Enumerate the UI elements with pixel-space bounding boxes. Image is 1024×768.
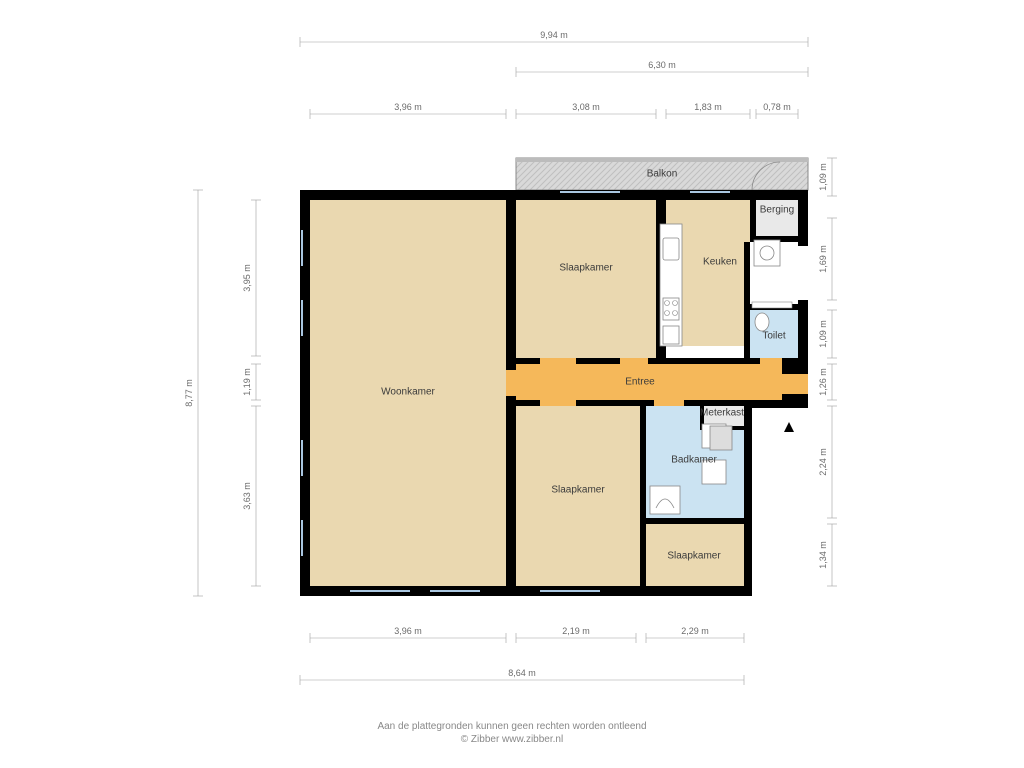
- footer-disclaimer: Aan de plattegronden kunnen geen rechten…: [0, 720, 1024, 733]
- label-meterkast: Meterkast: [700, 408, 744, 419]
- bath-shower: [650, 486, 680, 514]
- dim: 3,08 m: [572, 102, 600, 112]
- footer-copyright: © Zibber www.zibber.nl: [0, 733, 1024, 746]
- label-entree: Entree: [625, 377, 655, 388]
- dim: 0,78 m: [763, 102, 791, 112]
- dim: 2,19 m: [562, 626, 590, 636]
- label-slaap3: Slaapkamer: [667, 551, 721, 562]
- toilet-bowl: [755, 313, 769, 331]
- dim: 1,83 m: [694, 102, 722, 112]
- dim: 1,26 m: [818, 368, 828, 396]
- room-slaap1: [516, 200, 656, 358]
- dim: 1,69 m: [818, 245, 828, 273]
- label-toilet: Toilet: [762, 331, 786, 342]
- floorplan-svg: 9,94 m 6,30 m 3,96 m 3,08 m 1,83 m 0,78 m 3,96…: [0, 0, 1024, 768]
- keuken-appliance: [754, 240, 780, 266]
- label-woonkamer: Woonkamer: [381, 387, 435, 398]
- label-berging: Berging: [760, 205, 794, 216]
- dim: 8,77 m: [184, 379, 194, 407]
- dim: 1,09 m: [818, 320, 828, 348]
- label-keuken: Keuken: [703, 257, 737, 268]
- dim: 3,96 m: [394, 102, 422, 112]
- keuken-top: [666, 200, 750, 218]
- toilet-cistern: [752, 302, 792, 308]
- dim: 1,34 m: [818, 541, 828, 569]
- dim: 1,19 m: [242, 368, 252, 396]
- balkon-rail: [516, 158, 808, 162]
- dim: 3,95 m: [242, 264, 252, 292]
- dim: 3,63 m: [242, 482, 252, 510]
- footer: Aan de plattegronden kunnen geen rechten…: [0, 720, 1024, 746]
- dim: 9,94 m: [540, 30, 568, 40]
- dim: 6,30 m: [648, 60, 676, 70]
- entry-arrow-icon: [784, 422, 794, 432]
- dim: 2,24 m: [818, 448, 828, 476]
- balkon-label: Balkon: [647, 169, 678, 180]
- dim: 8,64 m: [508, 668, 536, 678]
- label-slaap1: Slaapkamer: [559, 263, 613, 274]
- label-badkamer: Badkamer: [671, 455, 717, 466]
- room-slaap2: [516, 406, 640, 586]
- dim: 2,29 m: [681, 626, 709, 636]
- dim: 1,09 m: [818, 163, 828, 191]
- dim: 3,96 m: [394, 626, 422, 636]
- label-slaap2: Slaapkamer: [551, 485, 605, 496]
- meterkast-cabinet: [710, 426, 732, 450]
